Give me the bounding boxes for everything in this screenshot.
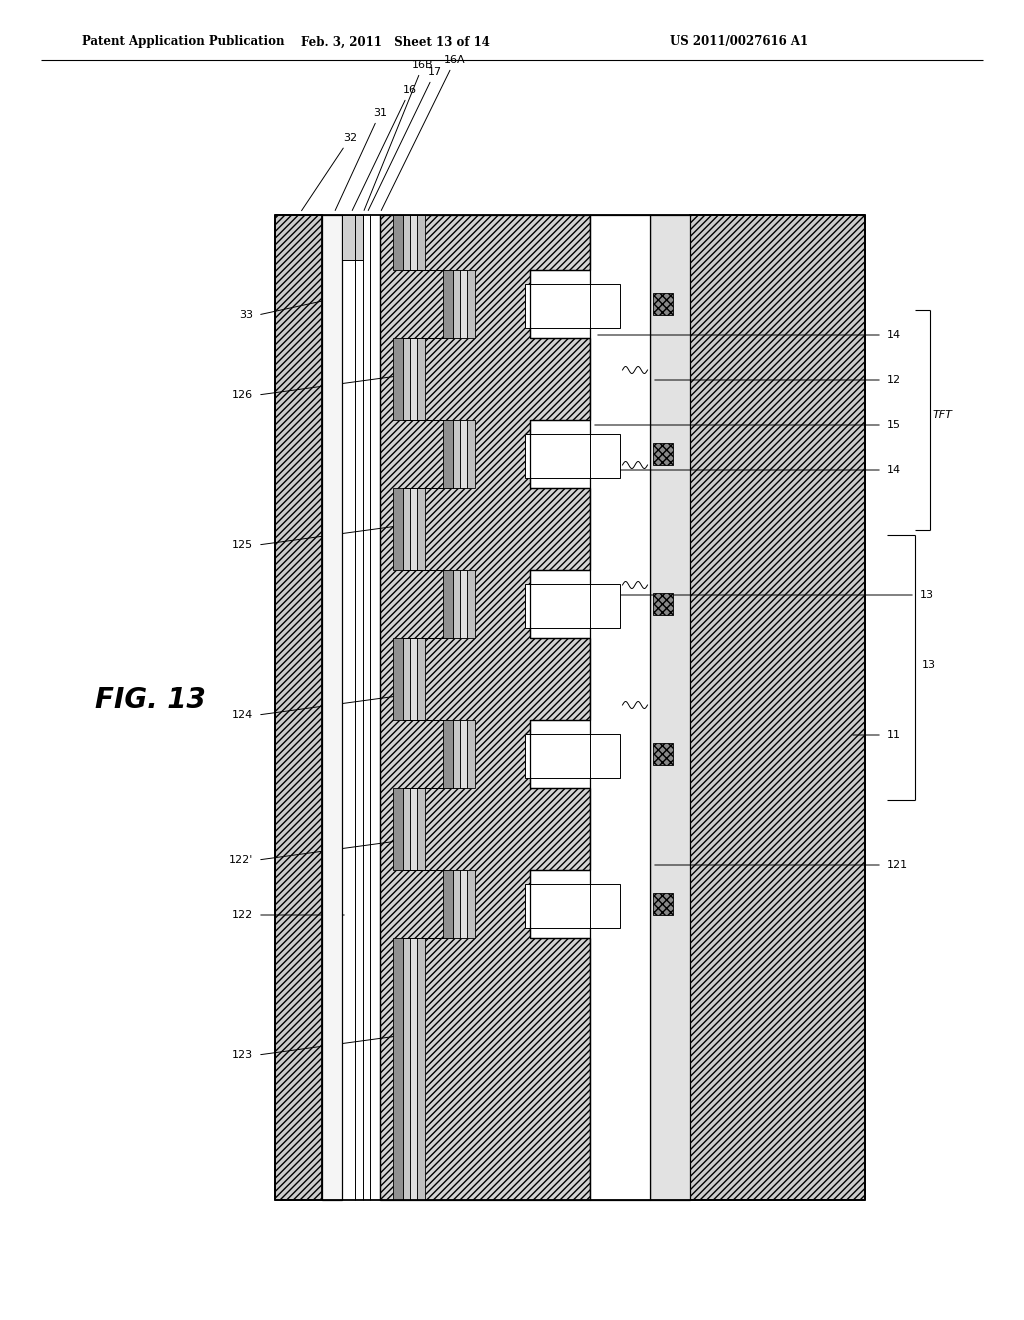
Text: 13: 13 bbox=[922, 660, 936, 671]
Text: 122: 122 bbox=[231, 909, 253, 920]
Polygon shape bbox=[380, 215, 590, 1200]
Polygon shape bbox=[393, 215, 453, 1200]
Text: 126: 126 bbox=[231, 389, 253, 400]
Polygon shape bbox=[410, 215, 467, 1200]
Text: 16B: 16B bbox=[365, 59, 434, 210]
Bar bbox=[653, 444, 673, 465]
Bar bbox=[342, 215, 362, 260]
Bar bbox=[653, 894, 673, 915]
Bar bbox=[525, 883, 620, 928]
Text: 124: 124 bbox=[231, 710, 253, 719]
Text: Feb. 3, 2011   Sheet 13 of 14: Feb. 3, 2011 Sheet 13 of 14 bbox=[301, 36, 489, 49]
Text: US 2011/0027616 A1: US 2011/0027616 A1 bbox=[670, 36, 808, 49]
Bar bbox=[650, 215, 690, 1200]
Bar bbox=[653, 293, 673, 315]
Text: 31: 31 bbox=[335, 108, 387, 210]
Text: 16: 16 bbox=[352, 84, 417, 210]
Text: 33: 33 bbox=[239, 310, 253, 319]
Text: 121: 121 bbox=[887, 861, 908, 870]
Text: 11: 11 bbox=[887, 730, 901, 741]
Bar bbox=[690, 215, 865, 1200]
Bar bbox=[590, 215, 650, 1200]
Text: FIG. 13: FIG. 13 bbox=[94, 686, 206, 714]
Text: 125: 125 bbox=[231, 540, 253, 550]
Text: 12: 12 bbox=[887, 375, 901, 385]
Bar bbox=[525, 583, 620, 628]
Text: 14: 14 bbox=[887, 465, 901, 475]
Bar bbox=[525, 433, 620, 478]
Polygon shape bbox=[403, 215, 460, 1200]
Text: 122': 122' bbox=[228, 855, 253, 865]
Text: 16A: 16A bbox=[381, 55, 466, 210]
Bar bbox=[653, 743, 673, 766]
Text: 14: 14 bbox=[887, 330, 901, 341]
Bar bbox=[525, 284, 620, 327]
Text: 15: 15 bbox=[887, 420, 901, 430]
Text: Patent Application Publication: Patent Application Publication bbox=[82, 36, 285, 49]
Polygon shape bbox=[417, 215, 475, 1200]
Bar bbox=[653, 593, 673, 615]
Bar bbox=[322, 215, 342, 1200]
Text: 17: 17 bbox=[369, 67, 442, 210]
Text: 13: 13 bbox=[920, 590, 934, 601]
Text: TFT: TFT bbox=[933, 411, 953, 420]
Text: 123: 123 bbox=[231, 1049, 253, 1060]
Bar bbox=[525, 734, 620, 777]
Bar bbox=[275, 215, 322, 1200]
Text: 32: 32 bbox=[301, 133, 357, 211]
